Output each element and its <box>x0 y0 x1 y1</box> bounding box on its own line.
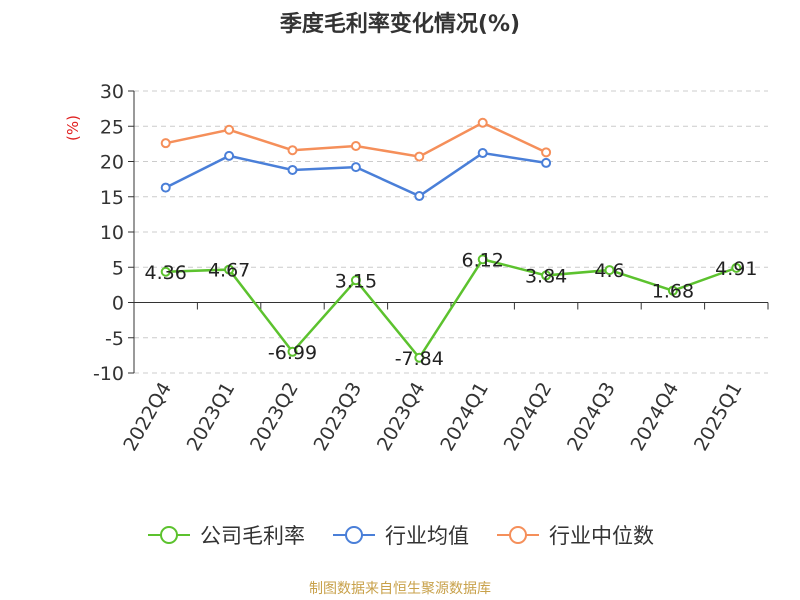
legend-marker-company <box>148 526 190 544</box>
y-tick-label: 0 <box>112 293 124 315</box>
y-tick-label: 25 <box>100 116 124 138</box>
data-label: 4.91 <box>715 258 757 280</box>
data-point <box>160 182 171 193</box>
data-point <box>350 140 361 151</box>
data-label: 3.15 <box>335 270 377 292</box>
data-point <box>224 264 235 275</box>
data-point <box>477 254 488 265</box>
x-tick-label: 2023Q3 <box>309 379 366 455</box>
data-point <box>350 162 361 173</box>
data-label: 3.84 <box>525 265 567 287</box>
data-point <box>224 124 235 135</box>
data-point <box>477 117 488 128</box>
data-label: 4.67 <box>208 260 250 282</box>
data-point <box>604 265 615 276</box>
data-label: 1.68 <box>652 281 694 303</box>
data-point <box>541 157 552 168</box>
data-point <box>287 346 298 357</box>
y-tick-label: 15 <box>100 187 124 209</box>
data-label: 4.6 <box>594 260 624 282</box>
y-tick-label: -5 <box>105 328 124 350</box>
y-axis-label: (%) <box>64 115 82 141</box>
y-tick-label: -10 <box>93 363 124 385</box>
data-point <box>224 150 235 161</box>
data-point <box>731 262 742 273</box>
legend-marker-industry-median <box>497 526 539 544</box>
legend-item-industry-median[interactable]: 行业中位数 <box>495 520 654 550</box>
x-tick-label: 2023Q2 <box>246 379 303 455</box>
x-tick-label: 2022Q4 <box>119 379 176 455</box>
chart-title: 季度毛利率变化情况(%) <box>279 12 521 37</box>
legend-label-industry-mean: 行业均值 <box>385 524 469 548</box>
data-point <box>541 147 552 158</box>
data-point <box>350 275 361 286</box>
series-line <box>165 257 737 360</box>
x-tick-label: 2023Q4 <box>373 379 430 455</box>
legend-label-company: 公司毛利率 <box>200 524 305 548</box>
y-tick-label: 30 <box>100 81 124 103</box>
series-line <box>165 151 547 198</box>
data-point <box>160 138 171 149</box>
x-tick-label: 2024Q2 <box>500 379 557 455</box>
y-tick-label: 5 <box>112 257 124 279</box>
gridlines <box>134 90 768 374</box>
x-tick-label: 2024Q1 <box>436 379 493 455</box>
data-point <box>287 164 298 175</box>
data-point <box>414 191 425 202</box>
x-tick-label: 2024Q3 <box>563 379 620 455</box>
x-tick-label: 2023Q1 <box>183 379 240 455</box>
data-point <box>414 151 425 162</box>
data-labels: 4.36 4.67 -6.99 3.15 -7.84 6.12 3.84 4.6 1.68 4.9… <box>145 249 758 369</box>
legend: 公司毛利率 行业均值 行业中位数 <box>0 520 800 550</box>
series <box>160 117 742 363</box>
data-point <box>477 148 488 159</box>
legend-marker-industry-mean <box>333 526 375 544</box>
y-tick-label: 20 <box>100 152 124 174</box>
data-label: -7.84 <box>395 348 444 370</box>
x-tick-label: 2024Q4 <box>626 379 683 455</box>
data-label: 6.12 <box>462 249 504 271</box>
series-line <box>165 121 547 158</box>
data-label: -6.99 <box>268 342 317 364</box>
data-point <box>287 145 298 156</box>
data-label: 4.36 <box>145 262 187 284</box>
source-note: 制图数据来自恒生聚源数据库 <box>309 581 491 597</box>
data-point <box>414 352 425 363</box>
y-tick-label: 10 <box>100 222 124 244</box>
data-point <box>541 270 552 281</box>
legend-item-industry-mean[interactable]: 行业均值 <box>331 520 469 550</box>
data-point <box>160 266 171 277</box>
x-tick-label: 2025Q1 <box>690 379 747 455</box>
legend-item-company[interactable]: 公司毛利率 <box>146 520 305 550</box>
legend-label-industry-median: 行业中位数 <box>549 524 654 548</box>
data-point <box>667 285 678 296</box>
